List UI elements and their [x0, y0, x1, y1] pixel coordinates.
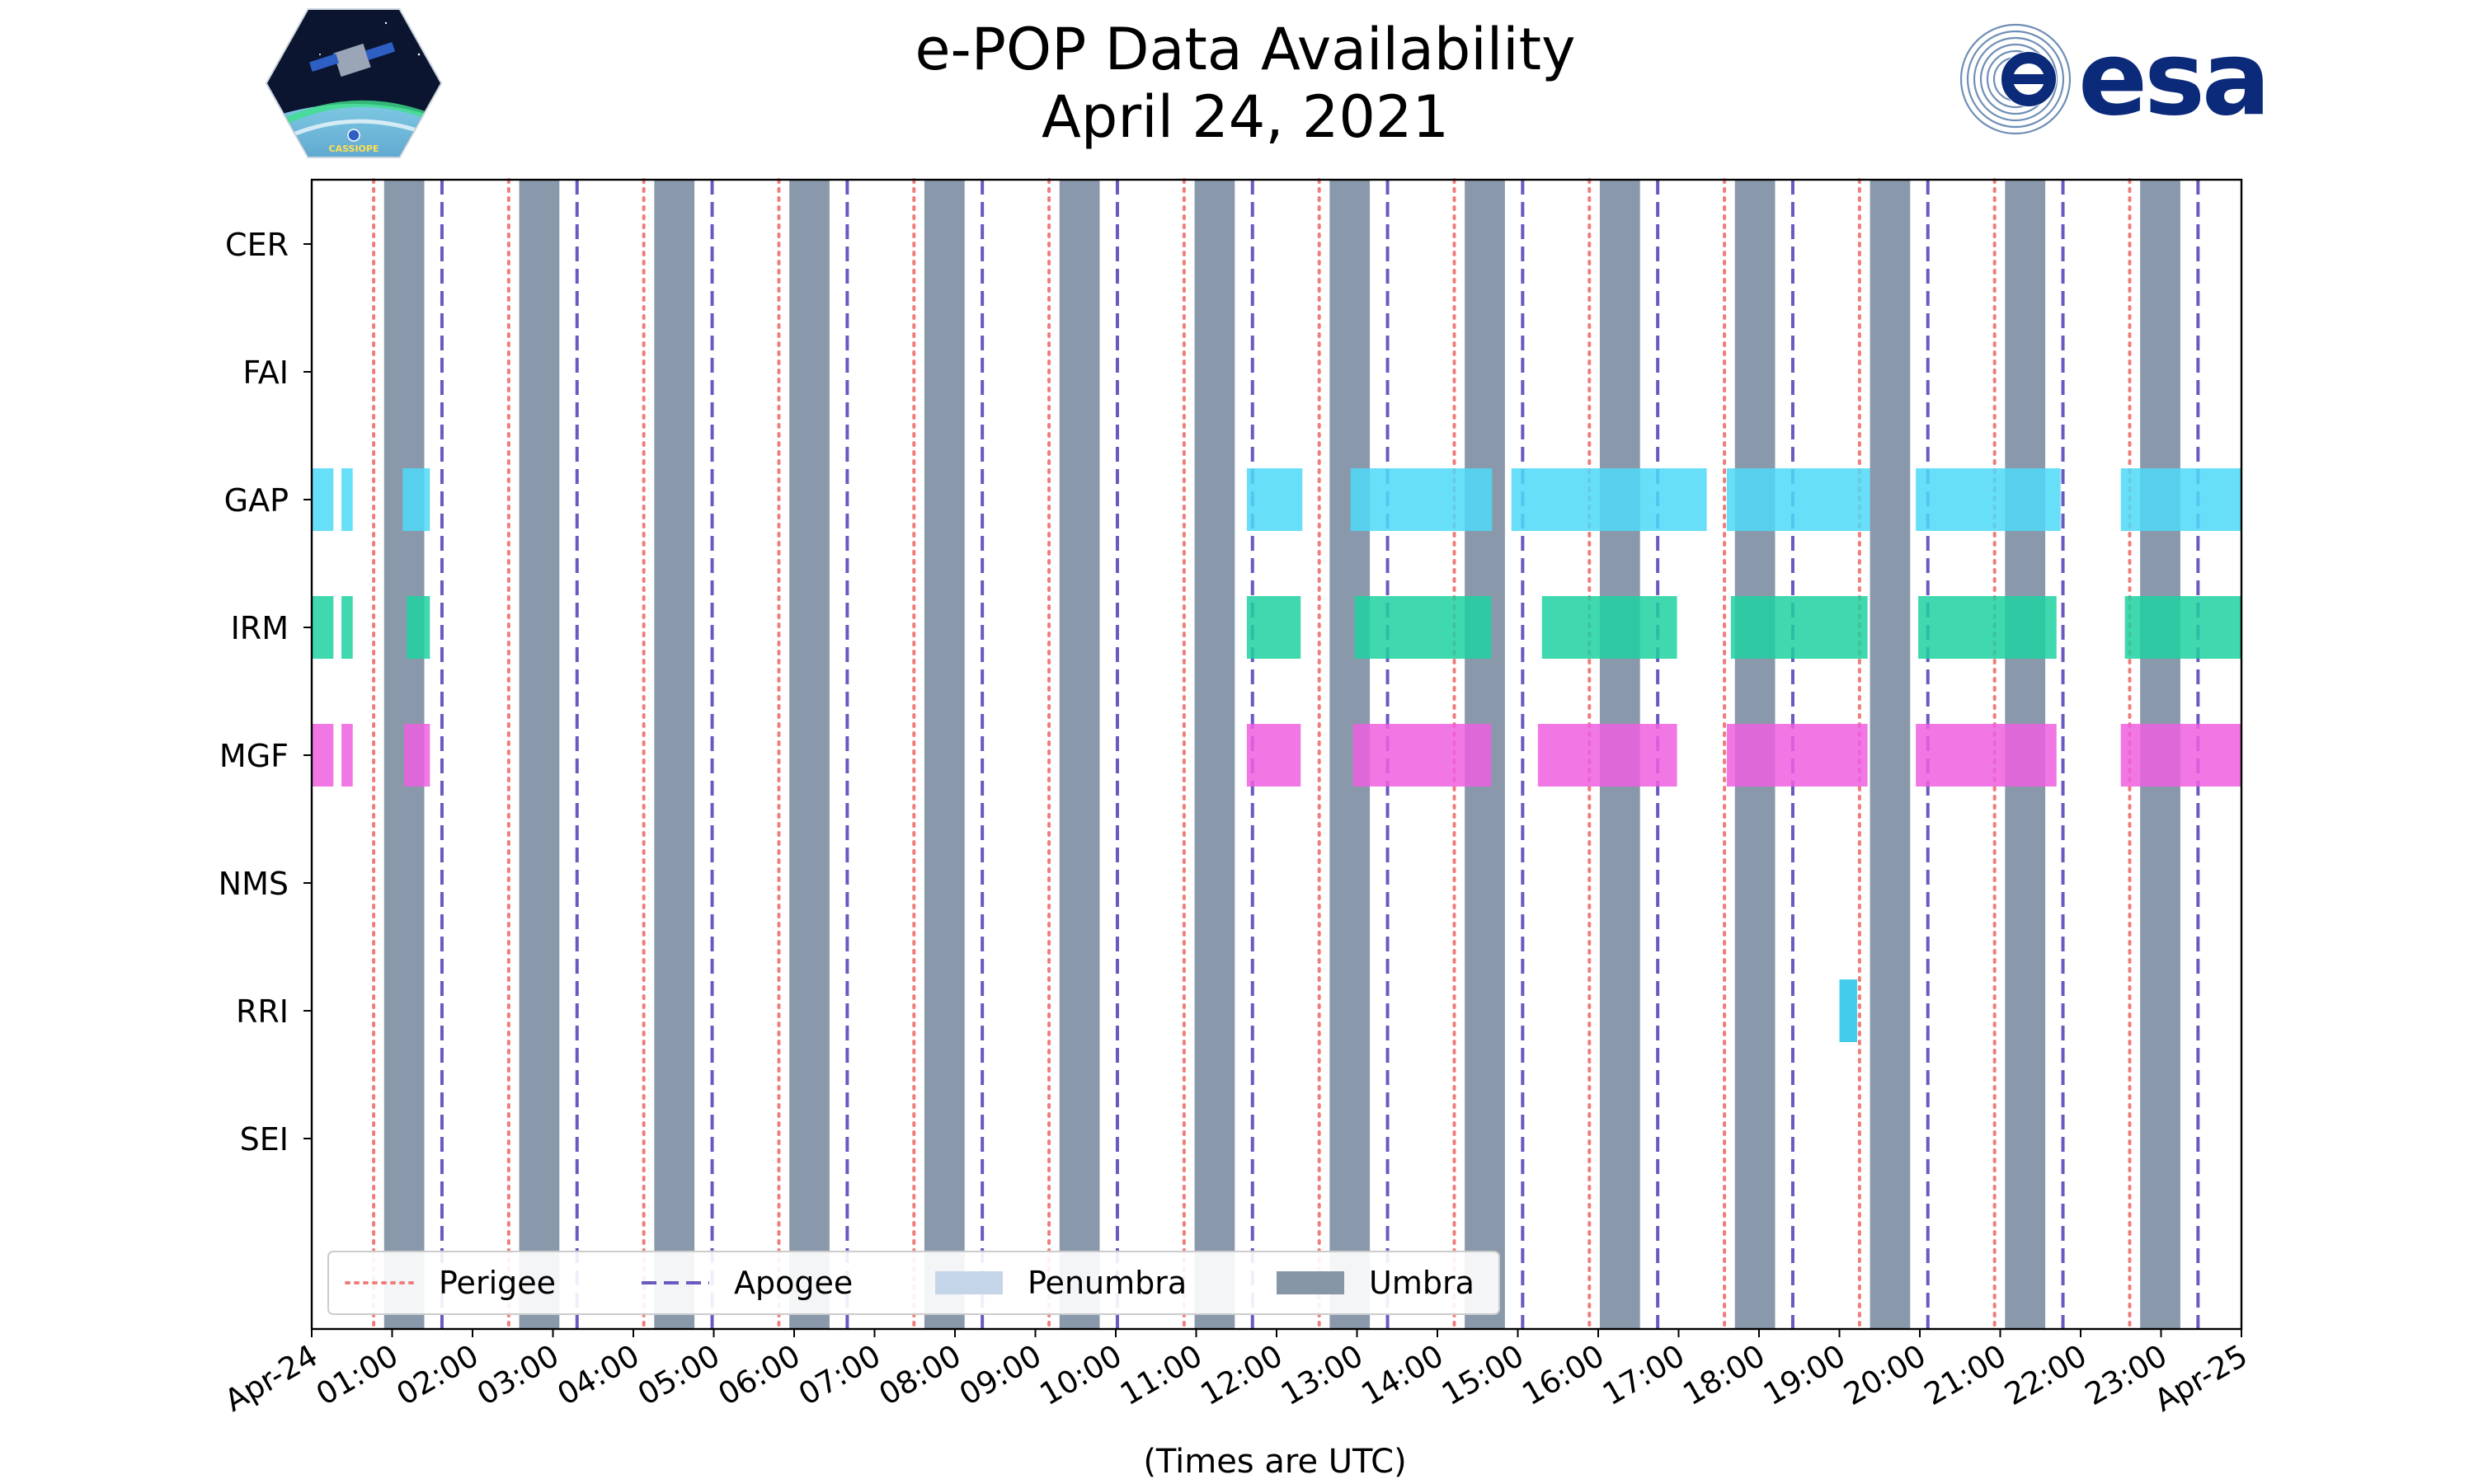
data-bar-mgf	[1352, 724, 1492, 787]
x-tick-label: 05:00	[632, 1338, 726, 1413]
esa-logo: esa	[1959, 21, 2271, 137]
y-tick-label: FAI	[242, 355, 289, 391]
x-tick-label: 09:00	[953, 1338, 1047, 1413]
legend-label-penumbra: Penumbra	[1028, 1265, 1187, 1301]
x-tick-label: 03:00	[471, 1338, 565, 1413]
data-bar-irm	[312, 596, 334, 659]
y-tick-label: CER	[225, 227, 289, 263]
x-tick-label: 08:00	[873, 1338, 967, 1413]
data-bar-mgf	[2120, 724, 2241, 787]
data-bar-mgf	[312, 724, 334, 787]
y-tick-label: IRM	[231, 610, 289, 646]
umbra-band	[654, 180, 695, 1329]
legend-label-perigee: Perigee	[439, 1265, 556, 1301]
data-bar-gap	[402, 468, 430, 531]
data-bars	[312, 468, 2241, 1042]
umbra-band	[1194, 180, 1235, 1329]
x-tick-label: 11:00	[1114, 1338, 1208, 1413]
legend-swatch-penumbra	[935, 1271, 1003, 1294]
data-bar-irm	[1730, 596, 1868, 659]
legend-box	[327, 1251, 1500, 1315]
data-bar-mgf	[1727, 724, 1868, 787]
umbra-band	[924, 180, 965, 1329]
data-bar-irm	[1354, 596, 1492, 659]
x-tick-label: 21:00	[1918, 1338, 2012, 1413]
data-bar-gap	[341, 468, 353, 531]
x-tick-label: 10:00	[1034, 1338, 1128, 1413]
data-bar-rri	[1839, 979, 1857, 1042]
legend-label-apogee: Apogee	[734, 1265, 853, 1301]
chart-title: e-POP Data Availability	[915, 16, 1575, 83]
y-tick-label: NMS	[219, 866, 289, 902]
cassiope-logo: CASSIOPE	[265, 8, 443, 158]
legend-swatch-umbra	[1277, 1271, 1344, 1294]
data-bar-gap	[2120, 468, 2241, 531]
x-tick-label: 06:00	[713, 1338, 807, 1413]
data-bar-mgf	[1916, 724, 2057, 787]
data-bar-gap	[312, 468, 334, 531]
esa-wordmark: esa	[2078, 21, 2268, 137]
x-tick-label: 16:00	[1517, 1338, 1611, 1413]
data-bar-gap	[1511, 468, 1707, 531]
x-tick-label: 18:00	[1677, 1338, 1771, 1413]
y-axis: CER FAI GAP IRM MGF NMS RRI SEI	[219, 227, 312, 1158]
x-tick-label: 12:00	[1195, 1338, 1289, 1413]
x-tick-label: Apr-24	[219, 1338, 323, 1419]
x-tick-label: 13:00	[1275, 1338, 1369, 1413]
data-bar-mgf	[341, 724, 353, 787]
data-bar-gap	[1916, 468, 2061, 531]
data-bar-gap	[1246, 468, 1303, 531]
umbra-band	[1870, 180, 1911, 1329]
legend: Perigee Apogee Penumbra Umbra	[327, 1251, 1500, 1315]
y-tick-label: GAP	[224, 482, 289, 519]
umbra-band	[519, 180, 560, 1329]
chart-subtitle: April 24, 2021	[1042, 83, 1449, 151]
y-tick-label: RRI	[236, 993, 289, 1030]
x-tick-label: 07:00	[793, 1338, 887, 1413]
umbra-band	[789, 180, 830, 1329]
x-axis: Apr-2401:0002:0003:0004:0005:0006:0007:0…	[219, 1329, 2254, 1419]
x-tick-label: 17:00	[1597, 1338, 1691, 1413]
x-tick-label: 01:00	[310, 1338, 404, 1413]
x-tick-label: 20:00	[1838, 1338, 1932, 1413]
x-tick-label: 19:00	[1757, 1338, 1851, 1413]
cassiope-badge-text: CASSIOPE	[329, 143, 379, 154]
x-tick-label: 04:00	[552, 1338, 646, 1413]
data-bar-mgf	[404, 724, 430, 787]
x-tick-label: 02:00	[391, 1338, 485, 1413]
data-bar-mgf	[1537, 724, 1677, 787]
x-axis-label: (Times are UTC)	[1143, 1443, 1406, 1481]
data-bar-gap	[1727, 468, 1870, 531]
x-tick-label: 22:00	[1999, 1338, 2093, 1413]
umbra-band	[1059, 180, 1100, 1329]
data-bar-irm	[407, 596, 430, 659]
y-tick-label: SEI	[240, 1121, 289, 1158]
data-bar-gap	[1350, 468, 1493, 531]
x-tick-label: 15:00	[1436, 1338, 1530, 1413]
data-bar-irm	[2124, 596, 2241, 659]
data-bar-irm	[341, 596, 353, 659]
data-bar-irm	[1541, 596, 1677, 659]
data-bar-mgf	[1246, 724, 1301, 787]
data-bar-irm	[1246, 596, 1301, 659]
x-tick-label: Apr-25	[2148, 1338, 2253, 1419]
data-bar-irm	[1918, 596, 2057, 659]
y-tick-label: MGF	[219, 738, 289, 774]
legend-label-umbra: Umbra	[1369, 1265, 1475, 1301]
x-tick-label: 14:00	[1356, 1338, 1450, 1413]
